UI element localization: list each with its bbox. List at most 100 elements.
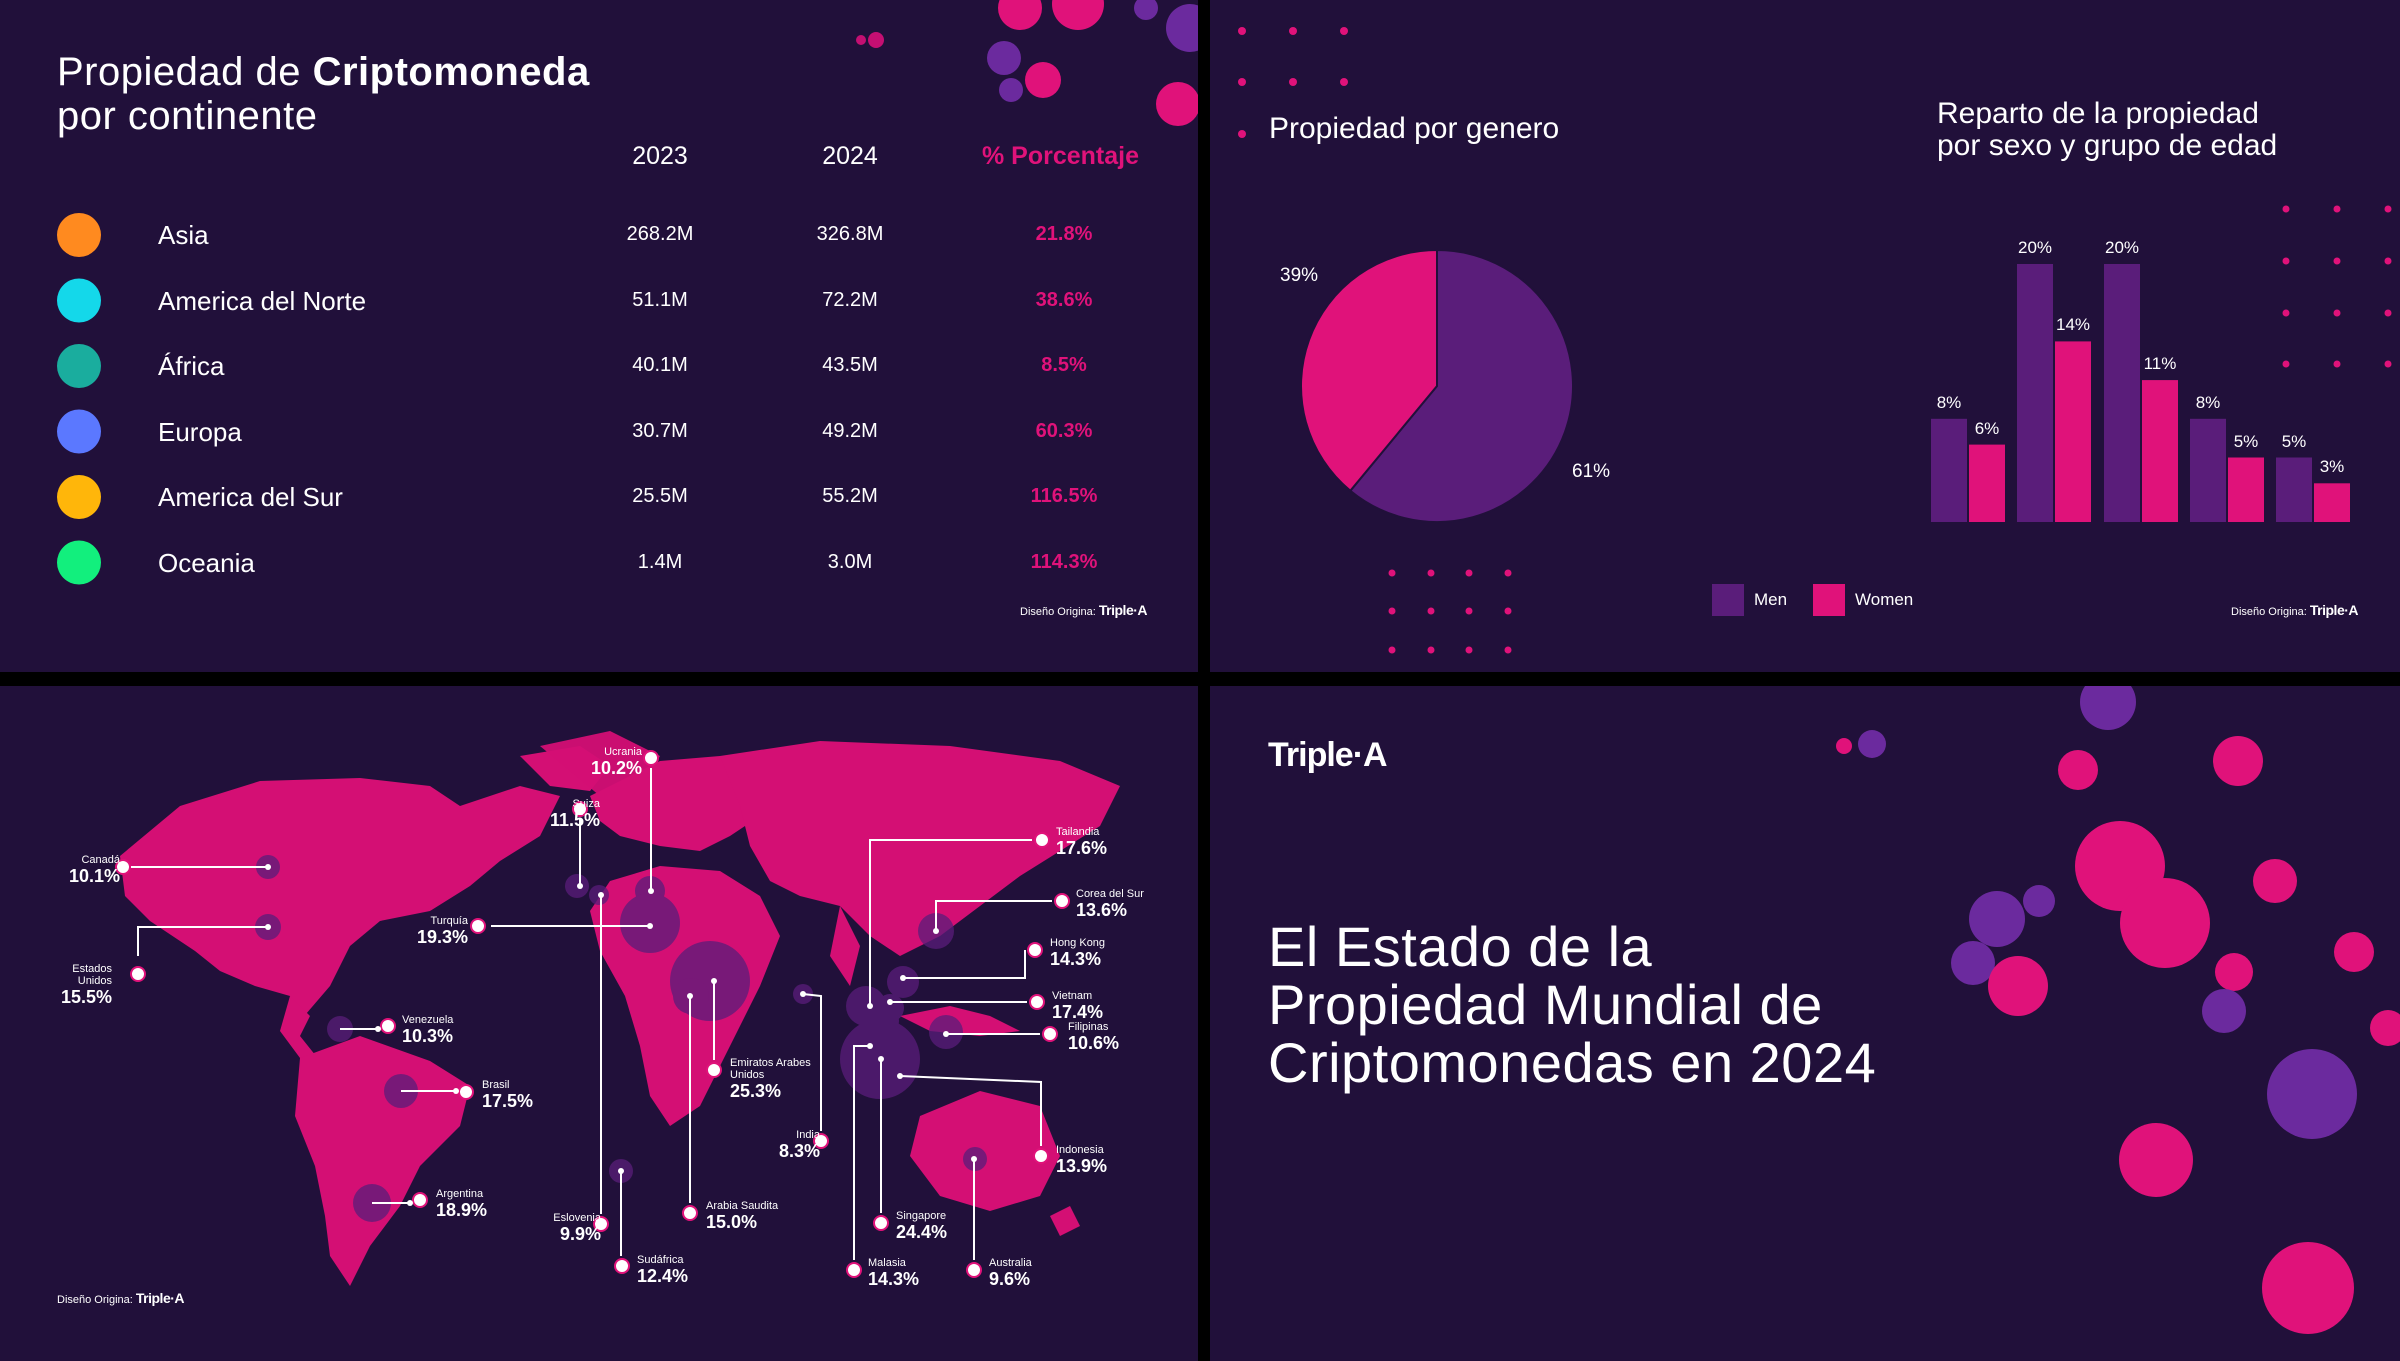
value-percentage: 21.8% xyxy=(1035,223,1093,245)
leader-dot xyxy=(943,1031,949,1037)
country-value: 13.9% xyxy=(1056,1156,1108,1176)
header-2024: 2024 xyxy=(822,142,878,170)
gender-charts xyxy=(1238,27,2392,654)
value-2024: 43.5M xyxy=(822,354,878,376)
leader-line xyxy=(853,1045,870,1260)
pie-slice-men xyxy=(1348,248,1574,523)
map-country-label: Canadá 10.1% xyxy=(60,854,120,887)
country-name: Australia xyxy=(989,1257,1032,1269)
bar-value-label: 8% xyxy=(2195,392,2221,412)
leader-line xyxy=(899,1075,1042,1146)
country-value: 17.6% xyxy=(1056,838,1108,858)
country-value: 14.3% xyxy=(1050,949,1102,969)
country-name: Argentina xyxy=(436,1188,484,1200)
leader-dot xyxy=(375,1026,381,1032)
continent-name: America del Norte xyxy=(158,285,367,316)
value-2023: 40.1M xyxy=(632,354,688,376)
continent-name: Europa xyxy=(158,416,242,447)
bar-value-label: 20% xyxy=(2104,238,2140,257)
map-country-label: Eslovenia 9.9% xyxy=(541,1212,601,1245)
map-country-label: Arabia Saudita 15.0% xyxy=(706,1200,778,1233)
country-value: 9.9% xyxy=(559,1224,601,1244)
leader-dot xyxy=(265,924,271,930)
leader-dot xyxy=(887,999,893,1005)
country-value: 14.3% xyxy=(868,1269,920,1289)
leader-dot xyxy=(598,892,604,898)
country-name: Singapore xyxy=(896,1210,947,1222)
leader-line xyxy=(802,993,822,1131)
leader-dot xyxy=(867,1003,873,1009)
credit: Diseño Origina: Triple·A xyxy=(57,1290,185,1306)
bar-men xyxy=(2104,264,2140,522)
country-value: 19.3% xyxy=(416,927,468,947)
country-name: Turquía xyxy=(430,915,468,927)
flag-icon xyxy=(380,1018,396,1034)
map-country-label: Sudáfrica 12.4% xyxy=(637,1254,688,1287)
map-panel: Canadá 10.1% Estados Unidos 15.5% Venezuela 1… xyxy=(0,686,1198,1361)
credit: Diseño Origina: Triple·A xyxy=(1020,602,1148,618)
country-value: 10.1% xyxy=(68,866,120,886)
map-country-label: Tailandia 17.6% xyxy=(1056,826,1107,859)
map-country-label: Ucrania 10.2% xyxy=(582,746,642,779)
value-2024: 49.2M xyxy=(822,419,878,442)
bar-women xyxy=(1969,444,2005,522)
value-percentage: 60.3% xyxy=(1035,419,1093,442)
gender-panel: Propiedad por genero Reparto de la propi… xyxy=(1210,0,2400,672)
country-name: Tailandia xyxy=(1056,826,1100,838)
bar-women xyxy=(2142,380,2178,522)
bar-women xyxy=(2314,483,2350,522)
bar-men xyxy=(2276,457,2312,522)
map-country-label: India 8.3% xyxy=(760,1129,820,1162)
leader-dot xyxy=(648,888,654,894)
flag-icon xyxy=(572,801,588,817)
value-2024: 3.0M xyxy=(827,550,873,573)
brand-logo: Triple·A xyxy=(1268,736,1388,774)
flag-icon xyxy=(706,1062,722,1078)
country-value: 15.5% xyxy=(60,987,112,1007)
bar-value-label: 6% xyxy=(1974,418,2000,438)
leader-dot xyxy=(800,991,806,997)
continent-color-dot xyxy=(57,278,101,323)
continent-color-dot xyxy=(57,344,101,388)
flag-icon xyxy=(412,1192,428,1208)
map-country-label: Estados Unidos 15.5% xyxy=(52,963,112,1008)
world-map xyxy=(115,731,1120,1286)
dot-grid-right xyxy=(2282,205,2392,368)
bar-value-label: 5% xyxy=(2281,431,2307,451)
country-value: 10.2% xyxy=(590,758,642,778)
legend-women-swatch xyxy=(1813,584,1845,616)
value-2023: 1.4M xyxy=(637,550,683,573)
country-name: Arabia Saudita xyxy=(706,1200,779,1212)
bar-value-label: 20% xyxy=(2017,238,2053,257)
bar-men xyxy=(2190,418,2226,522)
flag-icon xyxy=(873,1215,889,1231)
country-name: Ucrania xyxy=(604,746,642,758)
leader-line xyxy=(935,900,1052,931)
header-2023: 2023 xyxy=(632,142,688,170)
leader-dot xyxy=(867,1043,873,1049)
country-name: Indonesia xyxy=(1056,1144,1104,1156)
country-value: 24.4% xyxy=(896,1222,948,1242)
country-name: Suiza xyxy=(572,798,600,810)
map-country-label: Australia 9.6% xyxy=(989,1257,1032,1290)
map-country-label: Malasia 14.3% xyxy=(868,1257,919,1290)
leader-dot xyxy=(618,1168,624,1174)
map-country-label: Vietnam 17.4% xyxy=(1052,990,1103,1023)
map-country-label: Suiza 11.5% xyxy=(540,798,600,831)
value-2023: 268.2M xyxy=(626,223,694,245)
country-name: India xyxy=(796,1129,820,1141)
value-2024: 55.2M xyxy=(822,485,878,507)
leader-line xyxy=(869,839,1032,1006)
flag-icon xyxy=(1054,893,1070,909)
bar-men xyxy=(1931,418,1967,522)
continent-panel: Propiedad de Criptomoneda por continente… xyxy=(0,0,1198,672)
flag-icon xyxy=(458,1084,474,1100)
continent-name: Asia xyxy=(158,220,209,250)
leader-dot xyxy=(453,1088,459,1094)
continent-name: África xyxy=(158,351,225,381)
country-name: Canadá xyxy=(81,854,120,866)
bar-women xyxy=(2055,341,2091,522)
value-2023: 51.1M xyxy=(632,288,688,311)
flag-icon xyxy=(813,1133,829,1149)
map-country-label: Indonesia 13.9% xyxy=(1056,1144,1107,1177)
